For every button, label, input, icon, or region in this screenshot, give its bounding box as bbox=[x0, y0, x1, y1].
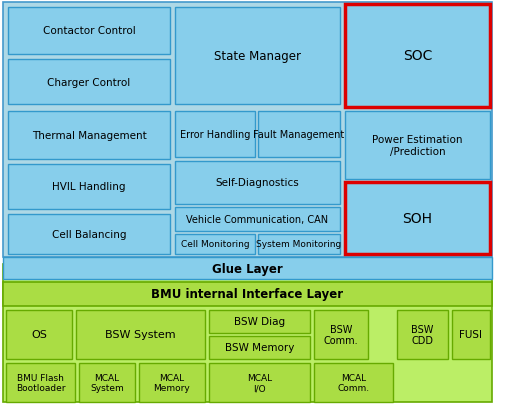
Text: OS: OS bbox=[31, 330, 47, 340]
Text: MCAL
Memory: MCAL Memory bbox=[154, 373, 190, 392]
FancyBboxPatch shape bbox=[175, 8, 340, 105]
Text: Charger Control: Charger Control bbox=[47, 77, 131, 87]
FancyBboxPatch shape bbox=[3, 282, 492, 306]
Text: Vehicle Communication, CAN: Vehicle Communication, CAN bbox=[186, 215, 329, 224]
FancyBboxPatch shape bbox=[258, 112, 340, 158]
Text: FUSI: FUSI bbox=[460, 330, 483, 340]
Text: Contactor Control: Contactor Control bbox=[43, 26, 135, 36]
Text: MCAL
System: MCAL System bbox=[90, 373, 124, 392]
FancyBboxPatch shape bbox=[6, 363, 75, 402]
Text: MCAL
Comm.: MCAL Comm. bbox=[337, 373, 370, 392]
FancyBboxPatch shape bbox=[209, 310, 310, 333]
FancyBboxPatch shape bbox=[345, 5, 490, 108]
Text: Cell Balancing: Cell Balancing bbox=[52, 230, 126, 239]
FancyBboxPatch shape bbox=[258, 234, 340, 254]
Text: Error Handling: Error Handling bbox=[180, 130, 250, 140]
FancyBboxPatch shape bbox=[8, 112, 170, 160]
FancyBboxPatch shape bbox=[175, 207, 340, 231]
FancyBboxPatch shape bbox=[8, 215, 170, 254]
Text: HVIL Handling: HVIL Handling bbox=[52, 182, 126, 192]
Text: BSW System: BSW System bbox=[105, 330, 176, 340]
FancyBboxPatch shape bbox=[175, 234, 255, 254]
Text: Fault Management: Fault Management bbox=[253, 130, 345, 140]
FancyBboxPatch shape bbox=[76, 310, 205, 359]
FancyBboxPatch shape bbox=[209, 363, 310, 402]
Text: Power Estimation
/Prediction: Power Estimation /Prediction bbox=[372, 135, 463, 156]
Text: SOC: SOC bbox=[403, 49, 432, 63]
Text: MCAL
I/O: MCAL I/O bbox=[247, 373, 272, 392]
FancyBboxPatch shape bbox=[79, 363, 135, 402]
Text: BMU Flash
Bootloader: BMU Flash Bootloader bbox=[16, 373, 65, 392]
FancyBboxPatch shape bbox=[345, 183, 490, 254]
FancyBboxPatch shape bbox=[8, 8, 170, 55]
FancyBboxPatch shape bbox=[397, 310, 448, 359]
Text: BMU internal Interface Layer: BMU internal Interface Layer bbox=[152, 288, 344, 301]
FancyBboxPatch shape bbox=[345, 112, 490, 179]
Text: State Manager: State Manager bbox=[214, 50, 301, 63]
FancyBboxPatch shape bbox=[3, 264, 492, 402]
Text: BSW Memory: BSW Memory bbox=[225, 343, 294, 353]
FancyBboxPatch shape bbox=[175, 162, 340, 205]
FancyBboxPatch shape bbox=[8, 60, 170, 105]
Text: SOH: SOH bbox=[403, 211, 433, 226]
FancyBboxPatch shape bbox=[6, 310, 72, 359]
FancyBboxPatch shape bbox=[175, 112, 255, 158]
Text: BSW
Comm.: BSW Comm. bbox=[324, 324, 358, 345]
FancyBboxPatch shape bbox=[3, 3, 492, 257]
FancyBboxPatch shape bbox=[8, 164, 170, 209]
FancyBboxPatch shape bbox=[314, 363, 393, 402]
Text: Thermal Management: Thermal Management bbox=[32, 131, 147, 141]
Text: Self-Diagnostics: Self-Diagnostics bbox=[216, 178, 299, 188]
Text: BSW
CDD: BSW CDD bbox=[411, 324, 434, 345]
Text: BSW Diag: BSW Diag bbox=[234, 317, 285, 327]
Text: System Monitoring: System Monitoring bbox=[257, 240, 342, 249]
FancyBboxPatch shape bbox=[3, 257, 492, 279]
FancyBboxPatch shape bbox=[452, 310, 490, 359]
Text: Glue Layer: Glue Layer bbox=[212, 262, 283, 275]
FancyBboxPatch shape bbox=[314, 310, 368, 359]
FancyBboxPatch shape bbox=[139, 363, 205, 402]
FancyBboxPatch shape bbox=[209, 336, 310, 359]
Text: Cell Monitoring: Cell Monitoring bbox=[181, 240, 249, 249]
